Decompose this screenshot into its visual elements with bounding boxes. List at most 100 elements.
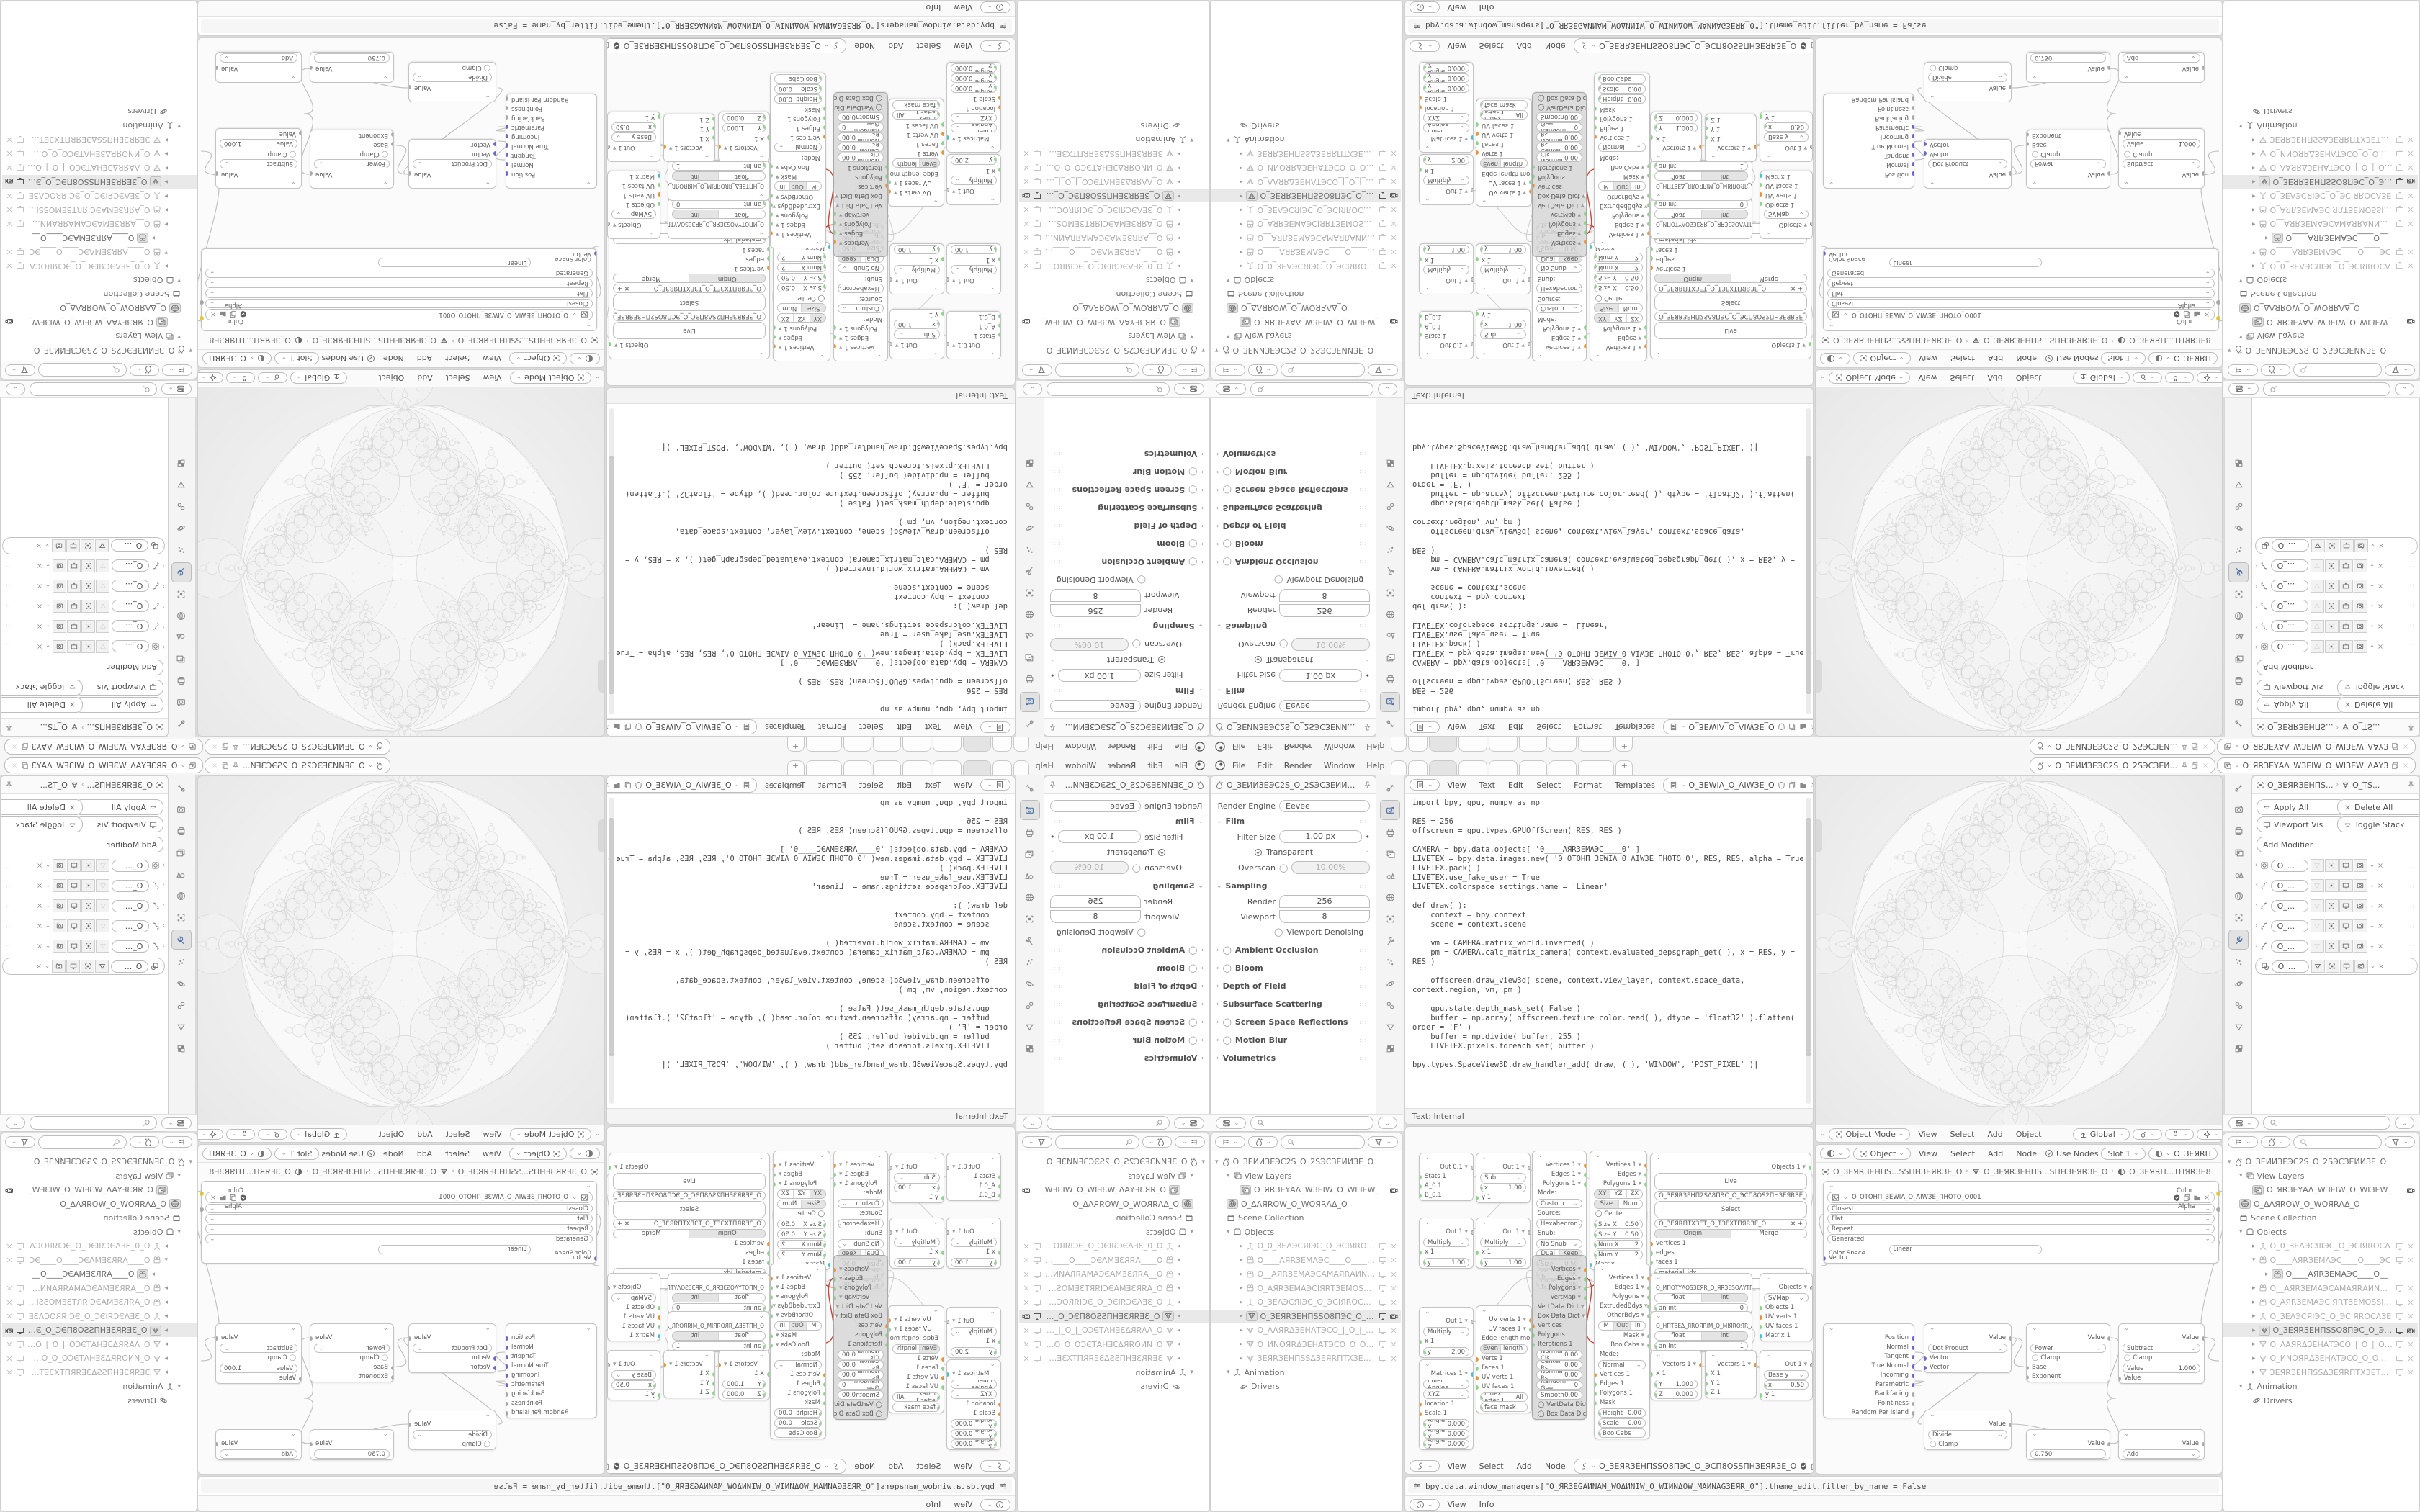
outliner-x-toggle[interactable]	[5, 1354, 14, 1363]
node-socket[interactable]	[1810, 222, 1812, 227]
outliner-row[interactable]: ▾ O_ЗЕИИЗЕЭС2Ѕ_О_2ЅЭСЗЕИИЗЕ_О	[2223, 343, 2418, 357]
copy-icon[interactable]	[1811, 42, 1814, 50]
math-subtract-node[interactable]: ⌄ Value Subtract ⌄ ◯ Clamp Value 1.000 Value	[2118, 1323, 2205, 1384]
add-modifier-button[interactable]: Add Modifier⌄	[0, 660, 163, 675]
modifier-row[interactable]: › O_... ⌄::::	[2, 577, 165, 595]
outliner-row[interactable]: ▾ O_ЗЕИИЗЕЭС2Ѕ_О_2ЅЭСЗЕИИЗЕ_О	[2223, 1155, 2418, 1169]
proportional-editing[interactable]: ⌄	[197, 373, 223, 384]
node-segmented-button[interactable]: XY YZ ZX	[777, 1189, 826, 1199]
editor-type-button[interactable]: ⌄	[1216, 384, 1246, 395]
modifier-toggle-monitor[interactable]	[67, 859, 81, 872]
copy-icon[interactable]	[2391, 743, 2399, 751]
node-field[interactable]: O_ЗЕЯRЗЕНП2ЅΛ8ПЭС_О_ЭСП8ОЅ2ПНЗЕЯRЗЕ_О	[1654, 1191, 1807, 1200]
outliner-row[interactable]: ▸ O_ИNОЯRΔЗЕНАТЭСО_О_ООСТ	[1019, 161, 1209, 175]
outliner-row[interactable]: ▸ O_ЗЕΛЭСЯIЭС_О_ЭСIЯRОСΛЗЕ	[2, 189, 197, 203]
node-segmented-button[interactable]: M Out In	[774, 181, 822, 191]
sv-fractal-node[interactable]: ⌄ Vertices ▾ Edges ▾ Polygons ▾ VertMap ▾ Ver…	[833, 1255, 888, 1420]
outliner-row[interactable]: Drivers	[1211, 1380, 1401, 1393]
outliner-x-toggle[interactable]	[1022, 178, 1031, 186]
properties-tab-printer[interactable]	[172, 822, 191, 840]
info-menu-view[interactable]: View	[1443, 1498, 1471, 1511]
film-section[interactable]: Film	[1226, 816, 1245, 826]
node-socket[interactable]	[719, 145, 721, 150]
node-socket[interactable]	[658, 115, 660, 120]
modifier-toggle-object[interactable]	[81, 600, 95, 613]
info-menu-view[interactable]: View	[949, 1498, 977, 1511]
node-socket[interactable]	[937, 112, 940, 117]
properties-tab-texture[interactable]	[1381, 1039, 1399, 1058]
text-scrollbar[interactable]	[1806, 408, 1811, 714]
node-socket[interactable]	[1647, 1295, 1649, 1300]
sverchok-menu-add[interactable]: Add	[1512, 1460, 1537, 1472]
outliner-monitor-toggle[interactable]	[16, 163, 24, 172]
modifier-name-field[interactable]: O_...	[111, 960, 148, 973]
outliner-x-toggle[interactable]	[1389, 163, 1398, 172]
outliner-row[interactable]: O_ЯRЗЕYАΛ_WЗЕIW_О_WIЗЕW_	[2, 315, 197, 329]
node-socket[interactable]	[1533, 166, 1535, 170]
modifier-tools-button-apply-all[interactable]: Apply All	[2257, 799, 2346, 815]
modifier-toggle-monitor[interactable]	[2339, 879, 2353, 892]
modifier-toggle-monitor[interactable]	[2339, 919, 2353, 932]
outliner-row[interactable]: ▸ O_AЯRЗЕМАЭСIЯRТЗЕМОЅЅI_О_	[1019, 1282, 1209, 1295]
node-socket[interactable]	[941, 312, 944, 317]
modifier-name-field[interactable]: O_...	[2271, 940, 2308, 953]
modifier-toggle-datatri[interactable]	[2311, 940, 2324, 953]
node-field[interactable]: y 1.00	[1423, 245, 1469, 254]
pivot-point[interactable]: ⌄	[2133, 1129, 2162, 1140]
node-socket[interactable]	[1644, 326, 1646, 330]
node-field[interactable]: Normal Rs 0.00	[1536, 132, 1582, 142]
film-section[interactable]: Film	[1175, 686, 1195, 696]
outliner-x-toggle[interactable]	[1022, 220, 1031, 228]
node-socket[interactable]	[1420, 106, 1422, 110]
outliner-row[interactable]: O_ЯRЗЕYАΛ_WЗЕIW_О_WIЗЕW_	[1019, 315, 1209, 329]
sverchok-menu-add[interactable]: Add	[883, 40, 908, 53]
add-workspace-tab[interactable]: +	[787, 737, 805, 752]
node-dropdown[interactable]: Subtract ⌄	[220, 159, 297, 168]
sv-multiply-node[interactable]: ⌄ Out 1 ▾ Multiply ⌄ x 1 y 1.00	[1419, 1218, 1474, 1269]
node-socket[interactable]	[1654, 1307, 1657, 1311]
properties-tab-object[interactable]	[2229, 585, 2248, 604]
node-socket[interactable]	[712, 127, 714, 131]
node-field[interactable]: 0.750	[314, 53, 390, 63]
modifier-tools-button-delete-all[interactable]: Delete All	[2337, 799, 2420, 815]
properties-tab-particles[interactable]	[1021, 953, 1039, 971]
node-socket[interactable]	[1651, 266, 1653, 271]
modifier-toggle-object[interactable]	[2325, 859, 2339, 872]
options-chevron[interactable]: ⌄	[1023, 1117, 1042, 1129]
node-dropdown[interactable]: Multiply ⌄	[951, 176, 997, 185]
outliner-x-toggle[interactable]	[2406, 1368, 2415, 1377]
workspace-tab-6[interactable]	[1519, 760, 1547, 775]
outliner-row[interactable]: ▾ O_ЗЕИИЗЕЭС2Ѕ_О_2ЅЭСЗЕИИЗЕ_О	[1019, 1155, 1209, 1169]
properties-tab-wrench[interactable]	[1381, 562, 1399, 581]
outliner-monitor-toggle[interactable]	[1033, 150, 1041, 158]
outliner-row[interactable]: ▸ ЗЕЯRЗЕНПЅЅΔЗЕЯRПТХЗЕТОТ:	[2, 1366, 197, 1380]
sv-multiply-node[interactable]: ⌄ Out 1 ▾ Multiply ⌄ x 1 y 1.00	[1476, 243, 1531, 294]
filter-button[interactable]: ⌄	[2385, 1136, 2415, 1148]
node-socket[interactable]	[885, 1324, 887, 1328]
node-field[interactable]: Normal Cls 0.00	[1536, 1350, 1582, 1359]
section-checkbox[interactable]: ◯	[1223, 485, 1232, 495]
node-field[interactable]: Normal Rs 0.00	[838, 132, 884, 142]
section-checkbox[interactable]: ◯	[1188, 1017, 1197, 1027]
node-field[interactable]: x 0.50	[1764, 1380, 1809, 1390]
node-socket[interactable]	[763, 1393, 766, 1398]
node-socket[interactable]	[998, 324, 1000, 328]
workspace-tab-5[interactable]	[1489, 737, 1518, 752]
outliner-x-toggle[interactable]	[2406, 135, 2415, 144]
node-socket[interactable]	[658, 193, 660, 197]
node-socket[interactable]	[1584, 1268, 1586, 1272]
text-scrollbar[interactable]	[609, 408, 614, 714]
properties-tab-layers[interactable]	[1021, 845, 1039, 863]
outliner-monitor-toggle[interactable]	[2396, 1354, 2404, 1363]
x-icon[interactable]	[2402, 743, 2409, 750]
node-field[interactable]: Value 1.000	[220, 139, 297, 148]
node-socket[interactable]	[1584, 345, 1586, 349]
modifier-row[interactable]: › O_... ⌄::::	[2255, 937, 2418, 955]
filter-id-type[interactable]: ⌄	[130, 1136, 160, 1148]
outliner-row[interactable]: ▾ View Layers	[2, 330, 197, 343]
node-socket[interactable]	[658, 1315, 660, 1320]
modifier-toggle-object[interactable]	[2325, 940, 2339, 953]
pin-icon[interactable]	[2406, 723, 2415, 732]
node-socket[interactable]	[1912, 135, 1914, 139]
overscan-field[interactable]: 10.00%	[1291, 638, 1370, 651]
